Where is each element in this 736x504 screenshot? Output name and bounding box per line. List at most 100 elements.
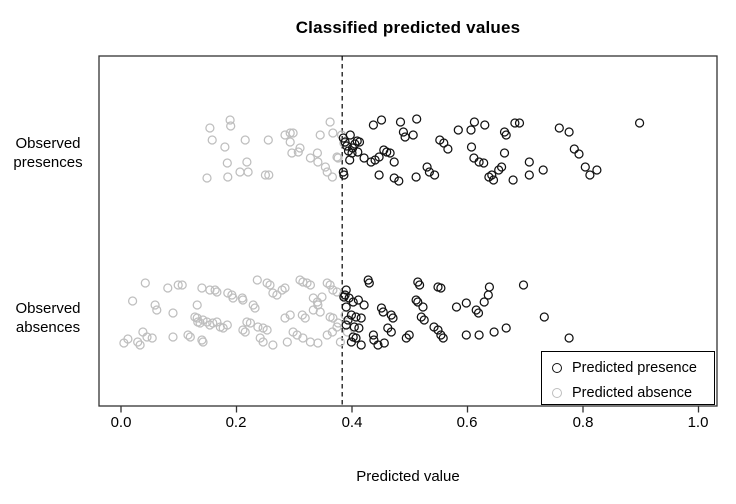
data-point-predicted-presence: [346, 337, 357, 347]
x-tick-label-0.4: 0.4: [341, 414, 363, 431]
data-point-predicted-presence: [345, 130, 355, 140]
data-point-predicted-absence: [240, 327, 250, 337]
data-point-predicted-presence: [346, 310, 357, 320]
data-point-predicted-absence: [297, 310, 307, 320]
data-point-predicted-absence: [197, 283, 207, 293]
data-point-predicted-absence: [315, 130, 325, 140]
data-point-predicted-presence: [514, 118, 525, 128]
data-point-predicted-absence: [295, 143, 305, 153]
data-point-predicted-absence: [140, 278, 150, 288]
data-point-predicted-presence: [488, 175, 499, 185]
y-group-label-line: Observed: [15, 300, 81, 317]
data-point-predicted-presence: [453, 125, 463, 135]
data-point-predicted-presence: [359, 300, 369, 310]
data-point-predicted-absence: [328, 128, 338, 138]
data-point-predicted-presence: [483, 290, 493, 300]
data-point-predicted-absence: [152, 305, 162, 315]
data-point-predicted-absence: [313, 157, 323, 167]
data-point-predicted-absence: [313, 338, 323, 348]
x-tick-label-0.0: 0.0: [110, 414, 132, 431]
data-point-predicted-presence: [634, 118, 645, 128]
y-group-label-line: absences: [15, 319, 81, 336]
data-point-predicted-absence: [207, 135, 217, 145]
data-point-predicted-presence: [401, 333, 411, 343]
x-tick-label-0.6: 0.6: [456, 414, 478, 431]
data-point-predicted-absence: [325, 117, 335, 127]
data-point-predicted-absence: [202, 173, 212, 183]
data-point-predicted-presence: [524, 170, 534, 180]
data-point-predicted-absence: [327, 172, 338, 182]
data-point-predicted-absence: [163, 283, 173, 293]
data-point-predicted-absence: [298, 333, 308, 343]
data-point-predicted-presence: [461, 298, 471, 308]
data-point-predicted-absence: [252, 275, 262, 285]
data-point-predicted-presence: [499, 148, 510, 158]
data-point-predicted-absence: [272, 290, 282, 300]
data-point-predicted-presence: [524, 157, 534, 167]
data-point-predicted-presence: [580, 162, 590, 172]
data-point-predicted-absence: [292, 330, 302, 340]
data-point-predicted-absence: [262, 278, 272, 288]
data-point-predicted-presence: [339, 170, 349, 180]
data-point-predicted-absence: [235, 167, 245, 177]
data-point-predicted-presence: [564, 127, 574, 137]
data-point-predicted-absence: [325, 280, 335, 290]
data-point-predicted-presence: [554, 123, 564, 133]
data-point-predicted-presence: [413, 297, 423, 307]
data-point-predicted-presence: [469, 117, 480, 127]
data-point-predicted-presence: [398, 127, 409, 137]
data-point-predicted-absence: [208, 318, 218, 328]
data-point-predicted-absence: [332, 152, 342, 162]
data-point-predicted-absence: [285, 137, 295, 147]
data-point-predicted-presence: [395, 117, 406, 127]
data-point-predicted-presence: [479, 158, 489, 168]
data-point-predicted-presence: [539, 312, 549, 322]
plot-border: [98, 55, 718, 407]
data-point-predicted-presence: [484, 282, 495, 292]
absence-point-icon: [552, 388, 562, 398]
data-point-predicted-absence: [240, 135, 250, 145]
data-point-predicted-presence: [484, 172, 494, 182]
y-group-label-line: presences: [13, 154, 83, 171]
data-point-predicted-presence: [474, 157, 484, 167]
y-group-label-line: Observed: [15, 135, 81, 152]
data-point-predicted-absence: [197, 335, 207, 345]
data-point-predicted-presence: [351, 312, 361, 322]
data-point-predicted-absence: [263, 135, 273, 145]
data-point-predicted-absence: [210, 285, 220, 295]
x-tick-label-0.8: 0.8: [572, 414, 594, 431]
data-point-predicted-presence: [364, 278, 374, 288]
data-point-predicted-presence: [473, 308, 484, 318]
data-point-predicted-absence: [177, 280, 187, 290]
data-point-predicted-presence: [359, 153, 369, 163]
data-point-predicted-presence: [389, 157, 399, 167]
data-point-predicted-presence: [353, 295, 364, 305]
data-point-predicted-absence: [226, 121, 236, 131]
data-point-predicted-presence: [345, 155, 355, 165]
data-point-predicted-absence: [205, 123, 215, 133]
data-point-predicted-presence: [385, 148, 395, 158]
data-point-predicted-absence: [322, 278, 332, 288]
data-point-predicted-presence: [353, 147, 363, 157]
data-point-predicted-presence: [494, 165, 504, 175]
data-point-predicted-absence: [333, 153, 343, 163]
data-point-predicted-absence: [287, 148, 297, 158]
data-point-predicted-absence: [268, 340, 278, 350]
data-point-predicted-presence: [496, 162, 507, 172]
data-point-predicted-absence: [228, 293, 238, 303]
data-point-predicted-presence: [466, 142, 477, 152]
data-point-predicted-presence: [487, 170, 497, 180]
data-point-predicted-absence: [300, 313, 310, 323]
data-point-predicted-absence: [280, 130, 290, 140]
data-point-predicted-presence: [348, 297, 358, 307]
data-point-predicted-presence: [418, 302, 428, 312]
data-point-predicted-presence: [376, 115, 387, 125]
data-point-predicted-presence: [436, 330, 446, 340]
data-point-predicted-absence: [135, 340, 145, 350]
data-point-predicted-presence: [411, 172, 421, 182]
data-point-predicted-absence: [245, 318, 256, 328]
data-point-predicted-absence: [127, 296, 138, 306]
data-point-predicted-absence: [192, 313, 202, 323]
